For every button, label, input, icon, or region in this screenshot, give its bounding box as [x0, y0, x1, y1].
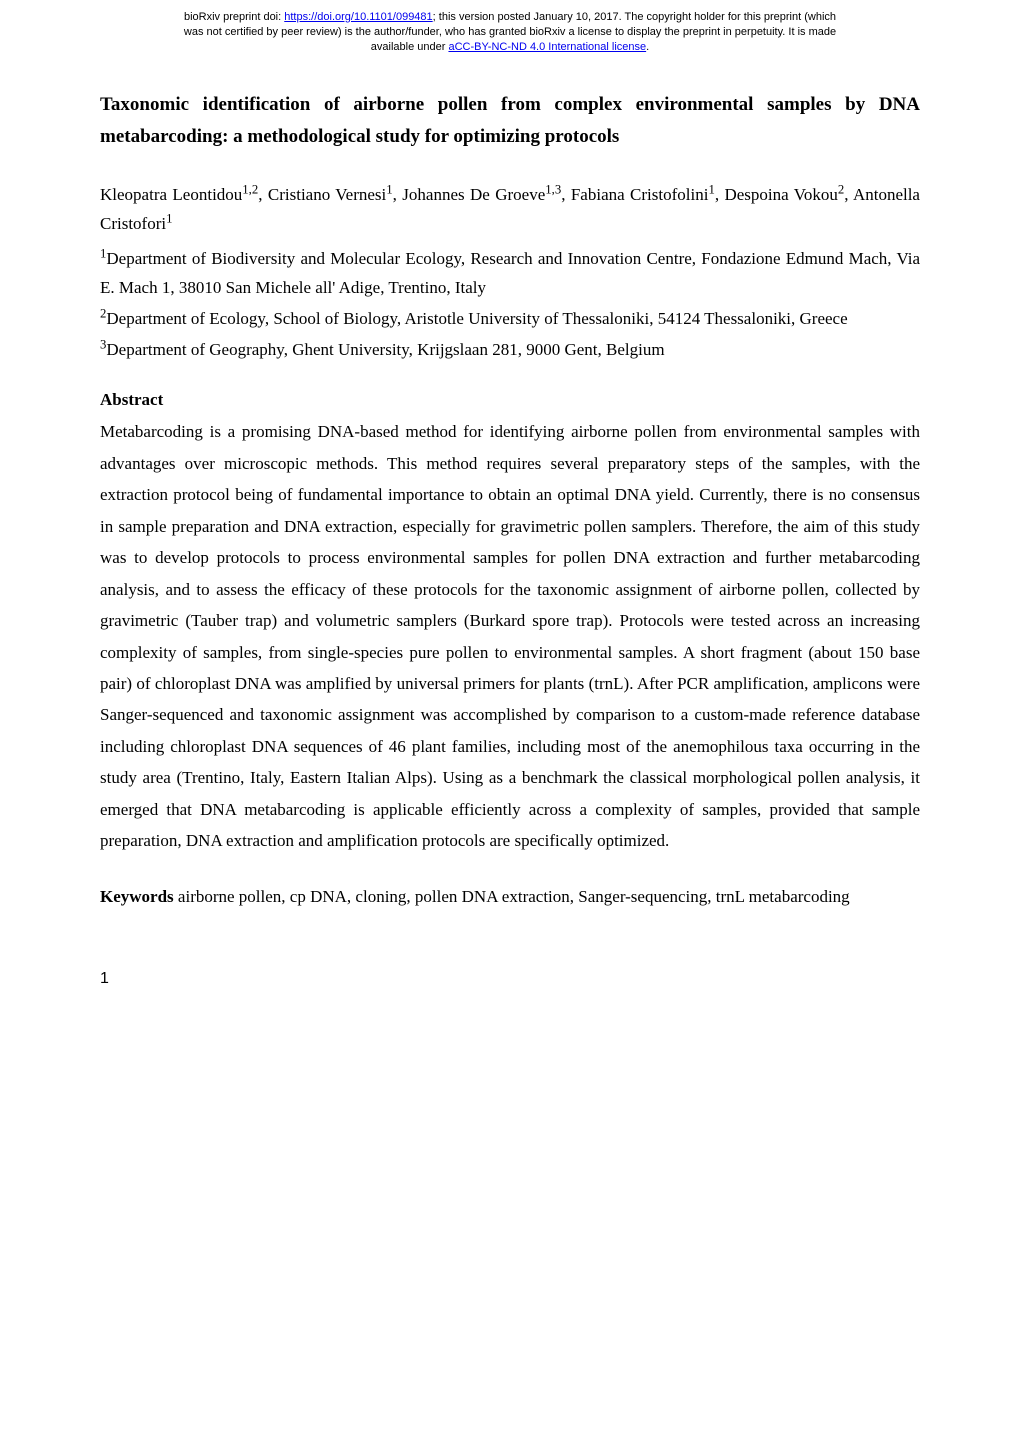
doi-link[interactable]: https://doi.org/10.1101/099481 — [284, 11, 432, 23]
page-content: Taxonomic identification of airborne pol… — [0, 59, 1020, 953]
page-number: 1 — [0, 952, 1020, 1004]
keywords-label: Keywords — [100, 887, 174, 906]
abstract-heading: Abstract — [100, 390, 920, 410]
keywords-block: Keywords airborne pollen, cp DNA, clonin… — [100, 881, 920, 912]
affiliation-2: 2Department of Ecology, School of Biolog… — [100, 305, 920, 334]
banner-line2: was not certified by peer review) is the… — [184, 26, 836, 38]
author-list: Kleopatra Leontidou1,2, Cristiano Vernes… — [100, 181, 920, 239]
banner-line1-suffix: ; this version posted January 10, 2017. … — [433, 11, 836, 23]
banner-line1-prefix: bioRxiv preprint doi: — [184, 11, 284, 23]
affiliation-3: 3Department of Geography, Ghent Universi… — [100, 336, 920, 365]
abstract-body: Metabarcoding is a promising DNA-based m… — [100, 416, 920, 856]
keywords-text: airborne pollen, cp DNA, cloning, pollen… — [174, 887, 850, 906]
banner-line3-prefix: available under — [371, 41, 449, 53]
license-link[interactable]: aCC-BY-NC-ND 4.0 International license — [448, 41, 646, 53]
preprint-banner: bioRxiv preprint doi: https://doi.org/10… — [0, 0, 1020, 59]
affiliation-1: 1Department of Biodiversity and Molecula… — [100, 245, 920, 303]
banner-line3-suffix: . — [646, 41, 649, 53]
paper-title: Taxonomic identification of airborne pol… — [100, 89, 920, 154]
